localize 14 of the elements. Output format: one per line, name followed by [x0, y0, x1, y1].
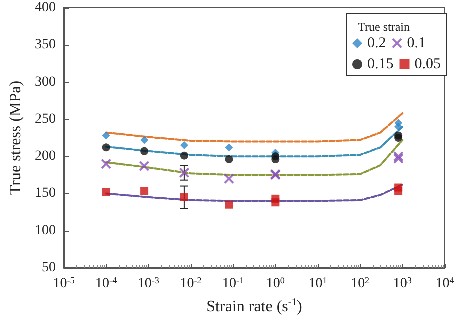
y-tick-label: 200: [35, 149, 56, 164]
legend-label: 0.15: [368, 56, 394, 72]
y-tick-label: 350: [35, 38, 56, 53]
y-tick-label: 300: [35, 74, 56, 90]
y-tick-label: 250: [35, 112, 56, 127]
legend-label: 0.05: [414, 56, 441, 72]
y-tick-label: 100: [35, 223, 56, 238]
y-tick-label: 150: [35, 186, 56, 202]
y-tick-label: 400: [35, 0, 56, 16]
y-axis-title: True stress (MPa): [8, 80, 24, 196]
legend-title: True strain: [358, 20, 410, 34]
legend-label: 0.1: [407, 36, 426, 52]
legend-label: 0.2: [368, 36, 386, 52]
y-tick-label: 50: [42, 260, 56, 276]
